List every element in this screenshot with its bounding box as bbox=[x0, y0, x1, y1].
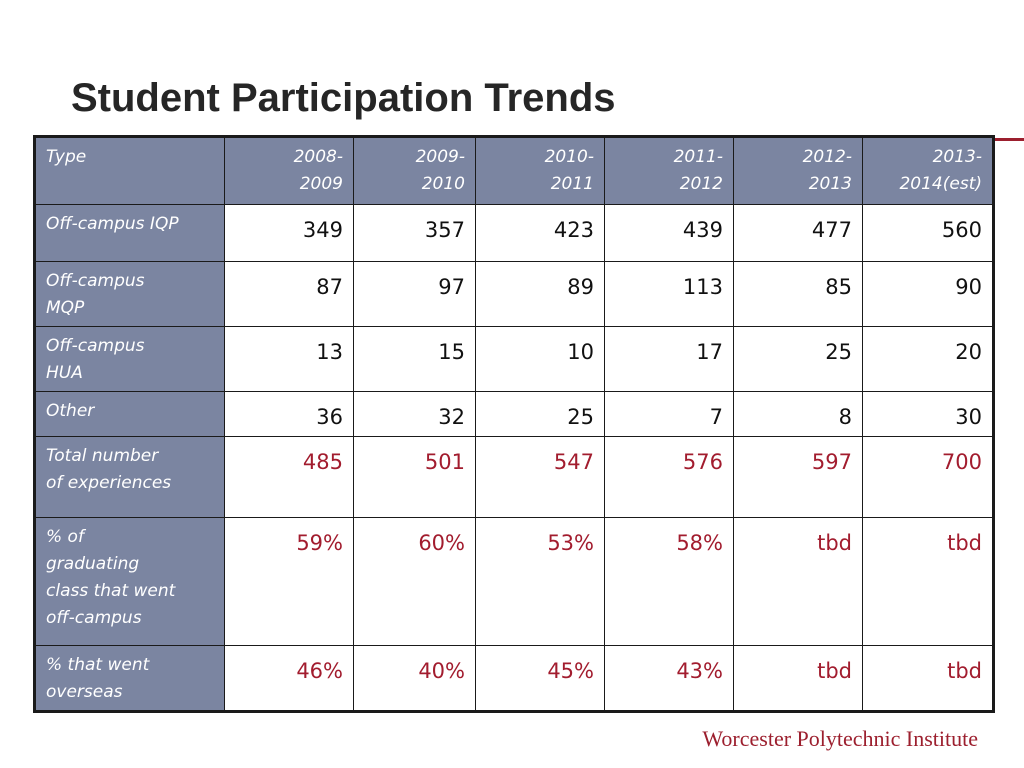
table-cell: 60% bbox=[353, 517, 476, 646]
header-text: 2012- bbox=[802, 147, 852, 167]
row-label-text: MQP bbox=[46, 298, 85, 318]
table-cell: 13 bbox=[224, 326, 354, 392]
header-text: 2008- bbox=[293, 147, 343, 167]
table-cell: 17 bbox=[604, 326, 734, 392]
column-header-2010-2011: 2010- 2011 bbox=[475, 136, 605, 205]
table-cell: 700 bbox=[862, 436, 994, 518]
table-cell: 547 bbox=[475, 436, 605, 518]
row-label-iqp: Off-campus IQP bbox=[34, 204, 225, 262]
row-label-text: overseas bbox=[46, 682, 123, 702]
column-header-2009-2010: 2009- 2010 bbox=[353, 136, 476, 205]
table-cell: 30 bbox=[862, 391, 994, 437]
table-row-mqp: Off-campus MQP 87 97 89 113 85 90 bbox=[34, 261, 994, 327]
table-cell: 501 bbox=[353, 436, 476, 518]
table-cell: tbd bbox=[862, 517, 994, 646]
row-label-text: off-campus bbox=[46, 608, 142, 628]
header-text: 2010- bbox=[544, 147, 594, 167]
table-cell: 576 bbox=[604, 436, 734, 518]
row-label-mqp: Off-campus MQP bbox=[34, 261, 225, 327]
header-text: 2010 bbox=[421, 174, 465, 194]
row-label-text: Off-campus bbox=[46, 271, 145, 291]
table-cell: 46% bbox=[224, 645, 354, 712]
table-row-hua: Off-campus HUA 13 15 10 17 25 20 bbox=[34, 326, 994, 392]
header-text: 2014(est) bbox=[899, 174, 982, 194]
header-text: 2012 bbox=[679, 174, 723, 194]
header-text: 2011- bbox=[673, 147, 723, 167]
table-cell: tbd bbox=[733, 645, 863, 712]
column-header-2013-2014-est: 2013- 2014(est) bbox=[862, 136, 994, 205]
column-header-type: Type bbox=[34, 136, 225, 205]
table-cell: 20 bbox=[862, 326, 994, 392]
row-label-text: % of bbox=[46, 527, 84, 547]
participation-table: Type 2008- 2009 2009- 2010 2010- 2011 20… bbox=[33, 135, 995, 713]
table-cell: 25 bbox=[733, 326, 863, 392]
row-label-text: Off-campus IQP bbox=[46, 214, 179, 234]
accent-line bbox=[993, 138, 1024, 141]
row-label-pct-overseas: % that went overseas bbox=[34, 645, 225, 712]
table-row-pct-off-campus: % of graduating class that went off-camp… bbox=[34, 517, 994, 646]
table-cell: 89 bbox=[475, 261, 605, 327]
table-cell: 59% bbox=[224, 517, 354, 646]
table-cell: 7 bbox=[604, 391, 734, 437]
table-cell: 8 bbox=[733, 391, 863, 437]
table-cell: 45% bbox=[475, 645, 605, 712]
table-cell: 597 bbox=[733, 436, 863, 518]
table-cell: 439 bbox=[604, 204, 734, 262]
table-cell: tbd bbox=[862, 645, 994, 712]
table-cell: 40% bbox=[353, 645, 476, 712]
table-cell: 58% bbox=[604, 517, 734, 646]
header-text: 2011 bbox=[550, 174, 594, 194]
row-label-other: Other bbox=[34, 391, 225, 437]
column-header-2008-2009: 2008- 2009 bbox=[224, 136, 354, 205]
row-label-pct-off-campus: % of graduating class that went off-camp… bbox=[34, 517, 225, 646]
table-cell: 97 bbox=[353, 261, 476, 327]
table-cell: 560 bbox=[862, 204, 994, 262]
column-header-2012-2013: 2012- 2013 bbox=[733, 136, 863, 205]
table-row-iqp: Off-campus IQP 349 357 423 439 477 560 bbox=[34, 204, 994, 262]
table-row-other: Other 36 32 25 7 8 30 bbox=[34, 391, 994, 437]
table-cell: 15 bbox=[353, 326, 476, 392]
header-row: Type 2008- 2009 2009- 2010 2010- 2011 20… bbox=[34, 136, 994, 205]
row-label-text: class that went bbox=[46, 581, 176, 601]
table-cell: 349 bbox=[224, 204, 354, 262]
row-label-text: HUA bbox=[46, 363, 83, 383]
header-text: 2009- bbox=[415, 147, 465, 167]
table-cell: 485 bbox=[224, 436, 354, 518]
row-label-hua: Off-campus HUA bbox=[34, 326, 225, 392]
table-row-total: Total number of experiences 485 501 547 … bbox=[34, 436, 994, 518]
row-label-text: Other bbox=[46, 401, 95, 421]
table-cell: 90 bbox=[862, 261, 994, 327]
table-cell: 53% bbox=[475, 517, 605, 646]
table-row-pct-overseas: % that went overseas 46% 40% 45% 43% tbd… bbox=[34, 645, 994, 712]
table-cell: 32 bbox=[353, 391, 476, 437]
table-cell: 36 bbox=[224, 391, 354, 437]
table-cell: 113 bbox=[604, 261, 734, 327]
row-label-text: Total number bbox=[46, 446, 159, 466]
row-label-total: Total number of experiences bbox=[34, 436, 225, 518]
header-text: 2009 bbox=[299, 174, 343, 194]
table-cell: 10 bbox=[475, 326, 605, 392]
table-cell: 357 bbox=[353, 204, 476, 262]
row-label-text: Off-campus bbox=[46, 336, 145, 356]
table-cell: 477 bbox=[733, 204, 863, 262]
table-cell: 87 bbox=[224, 261, 354, 327]
row-label-text: graduating bbox=[46, 554, 140, 574]
column-header-2011-2012: 2011- 2012 bbox=[604, 136, 734, 205]
table-cell: 25 bbox=[475, 391, 605, 437]
header-text: Type bbox=[46, 147, 87, 167]
table-cell: 43% bbox=[604, 645, 734, 712]
header-text: 2013 bbox=[808, 174, 852, 194]
table-cell: 85 bbox=[733, 261, 863, 327]
table-cell: 423 bbox=[475, 204, 605, 262]
header-text: 2013- bbox=[932, 147, 982, 167]
row-label-text: of experiences bbox=[46, 473, 172, 493]
institution-wordmark: Worcester Polytechnic Institute bbox=[702, 726, 978, 751]
table-cell: tbd bbox=[733, 517, 863, 646]
page-title: Student Participation Trends bbox=[71, 76, 616, 120]
row-label-text: % that went bbox=[46, 655, 150, 675]
